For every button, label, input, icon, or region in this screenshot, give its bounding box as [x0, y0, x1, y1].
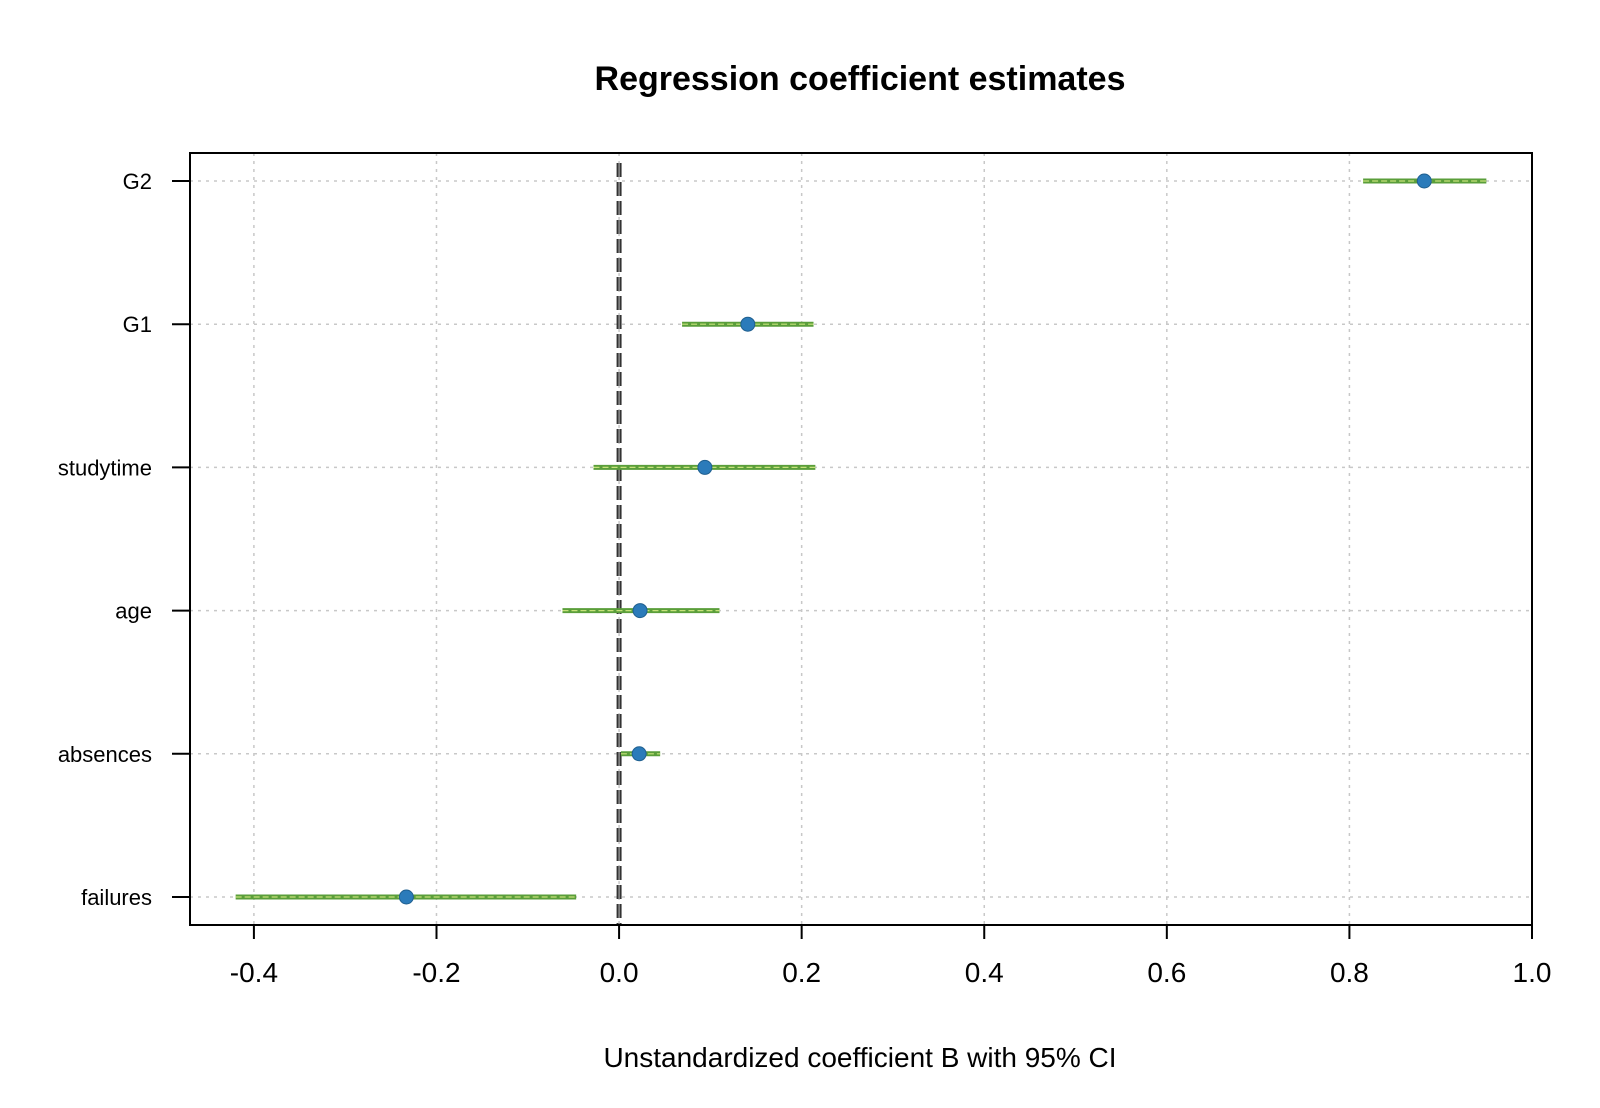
y-tick-label: absences: [58, 742, 152, 767]
coefficient-points: [398, 173, 1432, 905]
x-tick-label: 0.4: [965, 957, 1004, 988]
x-tick-label: 0.6: [1147, 957, 1186, 988]
confidence-intervals: [235, 178, 1487, 900]
x-tick-label: -0.4: [230, 957, 278, 988]
point-G2: [1416, 173, 1432, 189]
x-tick-label: -0.2: [412, 957, 460, 988]
y-tick-label: age: [115, 599, 152, 624]
x-tick-label: 0.8: [1330, 957, 1369, 988]
y-axis: G2 G1 studytime age absences failures: [58, 169, 190, 910]
point-G1: [740, 316, 756, 332]
y-tick-label: G2: [123, 169, 152, 194]
point-absences: [631, 746, 647, 762]
grid-lines: [190, 153, 1533, 925]
y-tick-label: studytime: [58, 455, 152, 480]
x-tick-label: 0.0: [600, 957, 639, 988]
point-studytime: [697, 459, 713, 475]
x-tick-label: 1.0: [1513, 957, 1552, 988]
plot-frame: [189, 152, 1533, 926]
x-axis-title: Unstandardized coefficient B with 95% CI: [603, 1042, 1116, 1073]
x-tick-label: 0.2: [782, 957, 821, 988]
chart-title: Regression coefficient estimates: [595, 60, 1126, 98]
y-tick-label: failures: [81, 885, 152, 910]
x-axis: -0.4 -0.2 0.0 0.2 0.4 0.6 0.8 1.0: [230, 925, 1552, 988]
y-tick-label: G1: [123, 312, 152, 337]
point-age: [632, 603, 648, 619]
point-failures: [398, 889, 414, 905]
